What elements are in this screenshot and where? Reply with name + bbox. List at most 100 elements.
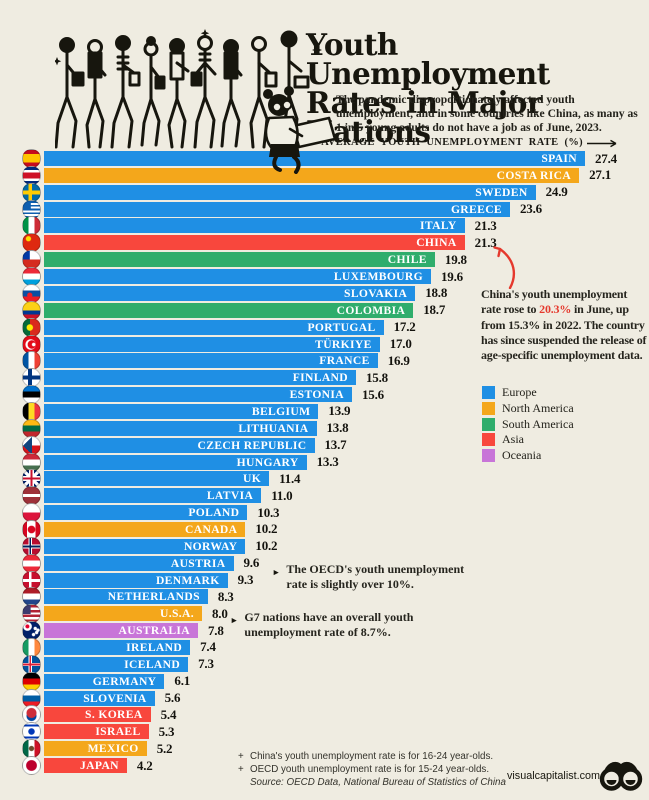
bar-row: CHILE 19.8 [22,250,467,270]
bar-value-label: 17.2 [393,319,416,335]
flag-lithuania-icon [22,418,41,438]
bar-value-label: 8.3 [217,588,234,604]
flag-slovakia-icon [22,283,41,303]
bar-country-label: U.S.A. [160,607,194,621]
bar-row: S. KOREA 5.4 [22,705,176,725]
bar-row: GERMANY 6.1 [22,671,190,691]
right-arrow-icon [587,139,617,148]
flag-austria-icon [22,553,41,573]
bar-row: COLOMBIA 18.7 [22,300,445,320]
title-line-1: Youth Unemployment [306,27,550,91]
legend-swatch-icon [482,401,495,415]
flag-colombia-icon [22,300,41,320]
bar: FRANCE [44,353,378,369]
bar-value-label: 23.6 [520,201,542,217]
bar-value-label: 11.0 [271,487,293,503]
bar-value-label: 13.3 [316,454,339,469]
bar: CHINA [44,235,465,251]
bar: ITALY [44,218,465,234]
bar-country-label: COLOMBIA [336,303,406,317]
bar-country-label: ESTONIA [289,388,344,401]
triangle-bullet-icon: ► [272,567,281,577]
bar-row: BELGIUM 13.9 [22,401,351,421]
bar-value-label: 9.3 [237,572,254,587]
flag-spain-icon [22,149,41,168]
bar-country-label: LITHUANIA [238,421,309,435]
footnote-china-text: China's youth unemployment rate is for 1… [250,751,494,762]
bar: AUSTRIA [44,555,234,571]
bar: BELGIUM [44,403,319,419]
bar-country-label: S. KOREA [85,708,143,722]
flag-iceland-icon [22,654,41,674]
credit-url[interactable]: visualcapitalist.com [507,770,601,782]
bar: IRELAND [44,639,191,655]
bar: POLAND [44,505,248,521]
legend-swatch-icon [482,449,495,463]
legend-label: Asia [502,432,524,447]
bar-country-label: POLAND [188,506,240,520]
legend-item: North America [482,401,574,415]
bar-value-label: 17.0 [389,336,412,351]
bar: SLOVAKIA [44,285,416,301]
flag-uk-icon [22,469,41,489]
bar-row: LUXEMBOURG 19.6 [22,267,463,286]
g7-note: ► G7 nations have an overall youth unemp… [230,610,435,640]
bar-country-label: SWEDEN [475,185,528,199]
flag-costa-rica-icon [22,165,41,185]
visual-capitalist-logo-icon [599,761,643,791]
bar: ISRAEL [44,724,149,740]
bar: NORWAY [44,538,246,554]
bar-row: FINLAND 15.8 [22,368,388,388]
bar-value-label: 13.7 [324,437,347,453]
bar-country-label: TÜRKIYE [315,337,372,351]
bar-row: SLOVENIA 5.6 [22,688,180,708]
bar-country-label: LATVIA [206,489,254,503]
flag-norway-icon [22,536,41,556]
bar-row: MEXICO 5.2 [22,739,173,759]
bar-country-label: NORWAY [183,539,238,553]
bar: HUNGARY [44,454,307,470]
flag-t-rkiye-icon [22,334,41,354]
legend-swatch-icon [482,433,495,447]
footnote-china: + China's youth unemployment rate is for… [238,750,506,763]
bar-row: ICELAND 7.3 [22,654,214,674]
bar-row: FRANCE 16.9 [22,351,410,371]
bar-country-label: CHINA [416,236,457,250]
bar: UK [44,471,270,487]
bar-value-label: 16.9 [387,352,410,368]
legend-item: Asia [482,432,574,447]
bar-row: JAPAN 4.2 [22,756,153,775]
bar-row: SPAIN 27.4 [22,149,617,168]
flag-netherlands-icon [22,587,41,607]
legend-item: Europe [482,385,574,399]
bar-value-label: 15.6 [362,386,384,402]
flag-czech-republic-icon [22,435,41,455]
footnotes: + China's youth unemployment rate is for… [238,750,506,789]
bar: FINLAND [44,370,356,386]
bar-row: AUSTRIA 9.6 [22,553,259,573]
walking-people-illustration [55,29,322,149]
bar-country-label: DENMARK [155,573,220,587]
bar-row: TÜRKIYE 17.0 [22,334,412,354]
flag-china-icon [22,233,41,253]
bar-value-label: 10.2 [255,538,278,554]
china-annotation-pre: China's youth unemployment rate rose to [481,287,628,317]
bar-row: POLAND 10.3 [22,503,280,523]
bar: ESTONIA [44,387,352,402]
bar-value-label: 7.4 [200,639,216,655]
footnote-oecd-text: OECD youth unemployment rate is for 15-2… [250,764,490,775]
flag-mexico-icon [22,739,41,759]
flag-sweden-icon [22,182,41,202]
flag-hungary-icon [22,452,41,472]
legend-label: Europe [502,385,537,399]
bar-country-label: LUXEMBOURG [333,270,423,283]
bar: NETHERLANDS [44,589,208,605]
flag-s-korea-icon [22,705,41,725]
bar-value-label: 5.3 [158,723,175,739]
legend-label: South America [502,416,574,431]
bar-value-label: 19.8 [444,251,467,267]
bar: SLOVENIA [44,690,155,706]
flag-australia-icon [22,621,41,641]
bar-country-label: JAPAN [80,759,119,772]
